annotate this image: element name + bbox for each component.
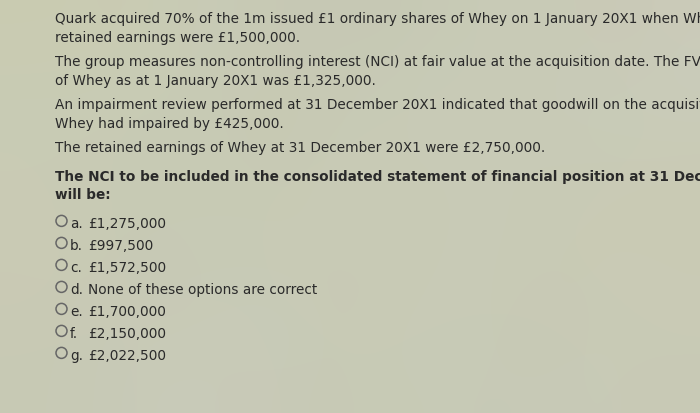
Text: The retained earnings of Whey at 31 December 20X1 were £2,750,000.: The retained earnings of Whey at 31 Dece… <box>55 141 545 154</box>
Text: The NCI to be included in the consolidated statement of financial position at 31: The NCI to be included in the consolidat… <box>55 169 700 202</box>
Text: £2,150,000: £2,150,000 <box>88 327 166 341</box>
Text: £1,275,000: £1,275,000 <box>88 217 166 231</box>
Text: a.: a. <box>70 217 83 231</box>
Text: £997,500: £997,500 <box>88 239 153 253</box>
Text: £2,022,500: £2,022,500 <box>88 349 166 363</box>
Text: g.: g. <box>70 349 83 363</box>
Text: b.: b. <box>70 239 83 253</box>
Text: d.: d. <box>70 283 83 297</box>
Text: An impairment review performed at 31 December 20X1 indicated that goodwill on th: An impairment review performed at 31 Dec… <box>55 98 700 131</box>
Text: £1,572,500: £1,572,500 <box>88 261 166 275</box>
Text: Quark acquired 70% of the 1m issued £1 ordinary shares of Whey on 1 January 20X1: Quark acquired 70% of the 1m issued £1 o… <box>55 12 700 45</box>
Text: c.: c. <box>70 261 82 275</box>
Text: The group measures non-controlling interest (NCI) at fair value at the acquisiti: The group measures non-controlling inter… <box>55 55 700 88</box>
Text: £1,700,000: £1,700,000 <box>88 305 166 319</box>
Text: e.: e. <box>70 305 83 319</box>
Text: f.: f. <box>70 327 78 341</box>
Text: None of these options are correct: None of these options are correct <box>88 283 317 297</box>
